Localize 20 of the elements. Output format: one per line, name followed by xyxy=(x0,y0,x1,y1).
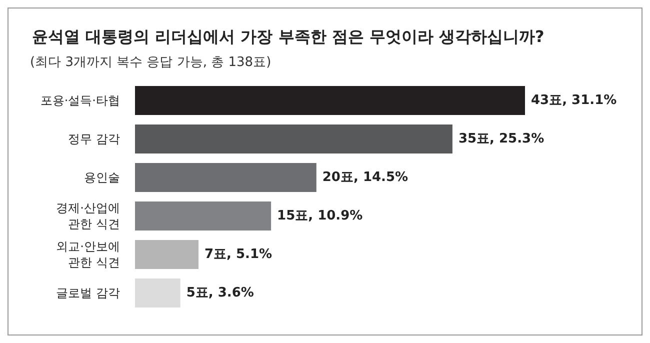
bar xyxy=(135,278,180,308)
data-label: 15표, 10.9% xyxy=(277,208,363,224)
y-tick-label: 글로벌 감각 xyxy=(56,286,120,300)
data-label: 35표, 25.3% xyxy=(458,132,544,146)
data-label: 7표, 5.1% xyxy=(204,247,272,262)
y-tick-label: 용인술 xyxy=(84,170,120,184)
chart-subtitle: (최다 3개까지 복수 응답 가능, 총 138표) xyxy=(30,55,272,70)
bar xyxy=(135,124,452,154)
bar xyxy=(135,202,272,230)
bar xyxy=(135,86,525,115)
data-label: 43표, 31.1% xyxy=(531,93,617,108)
y-tick-label: 포용·설득·타협 xyxy=(40,94,120,108)
bar xyxy=(135,240,198,269)
y-tick-label: 외교·안보에 관한 식견 xyxy=(56,240,120,270)
chart-title: 윤석열 대통령의 리더십에서 가장 부족한 점은 무엇이라 생각하십니까? xyxy=(32,27,544,46)
y-tick-label: 경제·산업에 관한 식견 xyxy=(56,201,120,231)
y-tick-label: 정무 감각 xyxy=(68,132,120,146)
bar xyxy=(135,163,316,192)
data-label: 20표, 14.5% xyxy=(322,170,408,185)
data-label: 5표, 3.6% xyxy=(186,286,254,300)
